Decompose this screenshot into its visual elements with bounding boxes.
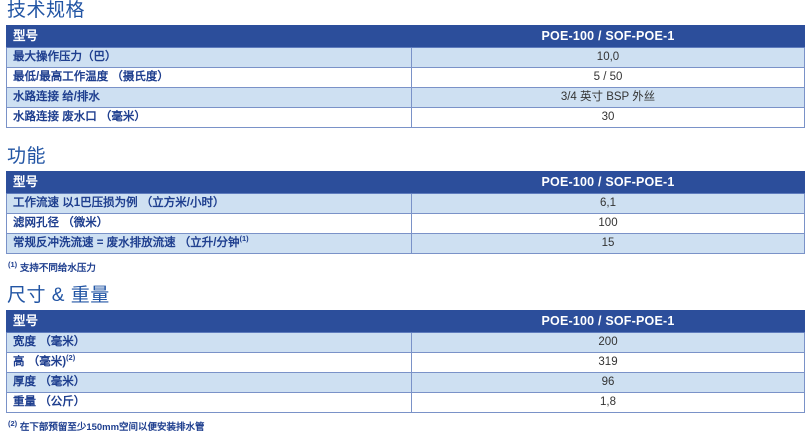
row-label: 宽度 （毫米） — [6, 332, 412, 354]
row-label: 水路连接 废水口 （毫米） — [6, 107, 412, 128]
row-value: 1,8 — [411, 392, 805, 414]
table-header: 型号 POE-100 / SOF-POE-1 — [6, 25, 805, 48]
table-row: 滤网孔径 （微米） 100 — [6, 213, 805, 234]
row-label: 重量 （公斤） — [6, 392, 412, 414]
table-body: 工作流速 以1巴压损为例 （立方米/小时） 6,1 滤网孔径 （微米） 100 … — [6, 193, 805, 254]
table-header: 型号 POE-100 / SOF-POE-1 — [6, 310, 805, 334]
footnote-1: (1) 支持不同给水压力 — [6, 254, 804, 275]
table-header-row: 型号 POE-100 / SOF-POE-1 — [6, 310, 805, 334]
section-title: 尺寸 & 重量 — [7, 285, 110, 307]
footnote-ref: (1) — [239, 234, 249, 244]
column-header-product: POE-100 / SOF-POE-1 — [411, 310, 805, 334]
section-spacer — [0, 275, 810, 285]
row-value: 200 — [411, 332, 805, 354]
column-header-model: 型号 — [6, 171, 412, 194]
row-label: 最大操作压力（巴） — [6, 47, 412, 68]
column-header-product: POE-100 / SOF-POE-1 — [411, 25, 805, 48]
row-value: 3/4 英寸 BSP 外丝 — [411, 87, 805, 108]
table-header: 型号 POE-100 / SOF-POE-1 — [6, 171, 805, 194]
row-label-text: 常规反冲洗流速 = 废水排放流速 （立升/分钟 — [13, 237, 240, 249]
table-header-row: 型号 POE-100 / SOF-POE-1 — [6, 171, 805, 194]
table-row: 最大操作压力（巴） 10,0 — [6, 47, 805, 68]
row-value: 319 — [411, 352, 805, 374]
table-row: 水路连接 给/排水 3/4 英寸 BSP 外丝 — [6, 87, 805, 108]
table-row: 最低/最高工作温度 （摄氏度） 5 / 50 — [6, 67, 805, 88]
section-title: 功能 — [7, 146, 47, 167]
row-label: 水路连接 给/排水 — [6, 87, 412, 108]
table-row: 工作流速 以1巴压损为例 （立方米/小时） 6,1 — [6, 193, 805, 214]
section-technical-specs: 技术规格 型号 POE-100 / SOF-POE-1 最大操作压力（巴） 10… — [0, 0, 810, 128]
table-row: 水路连接 废水口 （毫米） 30 — [6, 107, 805, 128]
column-header-model: 型号 — [6, 310, 412, 334]
column-header-model: 型号 — [6, 25, 412, 48]
section-title: 技术规格 — [7, 0, 86, 21]
row-label: 最低/最高工作温度 （摄氏度） — [6, 67, 412, 88]
row-value: 10,0 — [411, 47, 805, 68]
footnote-marker: (2) — [8, 419, 18, 429]
row-label: 高 （毫米)(2) — [6, 352, 412, 374]
section-dimensions-weight: 尺寸 & 重量 型号 POE-100 / SOF-POE-1 宽度 （毫米） 2… — [0, 285, 810, 434]
row-label: 厚度 （毫米） — [6, 372, 412, 394]
row-value: 96 — [411, 372, 805, 394]
table-row: 重量 （公斤） 1,8 — [6, 392, 805, 414]
row-value: 5 / 50 — [411, 67, 805, 88]
table-body: 宽度 （毫米） 200 高 （毫米)(2) 319 厚度 （毫米） 96 重量 … — [6, 332, 805, 414]
row-value: 30 — [411, 107, 805, 128]
footnote-text: 支持不同给水压力 — [19, 263, 96, 275]
footnote-2: (2) 在下部预留至少150mm空间以便安装排水管 — [6, 413, 804, 434]
row-label: 常规反冲洗流速 = 废水排放流速 （立升/分钟(1) — [6, 233, 412, 254]
table-row: 宽度 （毫米） 200 — [6, 332, 805, 354]
table-body: 最大操作压力（巴） 10,0 最低/最高工作温度 （摄氏度） 5 / 50 水路… — [6, 47, 805, 128]
table-row: 厚度 （毫米） 96 — [6, 372, 805, 394]
footnote-text: 在下部预留至少150mm空间以便安装排水管 — [19, 422, 205, 434]
row-label-text: 高 （毫米) — [13, 356, 67, 369]
spec-table-technical: 型号 POE-100 / SOF-POE-1 最大操作压力（巴） 10,0 最低… — [6, 25, 805, 128]
row-value: 100 — [411, 213, 805, 234]
footnote-ref: (2) — [66, 353, 76, 363]
table-row: 高 （毫米)(2) 319 — [6, 352, 805, 374]
row-value: 15 — [411, 233, 805, 254]
row-label: 滤网孔径 （微米） — [6, 213, 412, 234]
footnote-marker: (1) — [8, 260, 18, 269]
table-row: 常规反冲洗流速 = 废水排放流速 （立升/分钟(1) 15 — [6, 233, 805, 254]
spec-table-features: 型号 POE-100 / SOF-POE-1 工作流速 以1巴压损为例 （立方米… — [6, 171, 805, 254]
table-header-row: 型号 POE-100 / SOF-POE-1 — [6, 25, 805, 48]
column-header-product: POE-100 / SOF-POE-1 — [411, 171, 805, 194]
row-label: 工作流速 以1巴压损为例 （立方米/小时） — [6, 193, 412, 214]
row-value: 6,1 — [411, 193, 805, 214]
section-features: 功能 型号 POE-100 / SOF-POE-1 工作流速 以1巴压损为例 （… — [0, 146, 810, 275]
section-spacer — [0, 128, 810, 146]
spec-table-dimensions: 型号 POE-100 / SOF-POE-1 宽度 （毫米） 200 高 （毫米… — [6, 310, 805, 414]
